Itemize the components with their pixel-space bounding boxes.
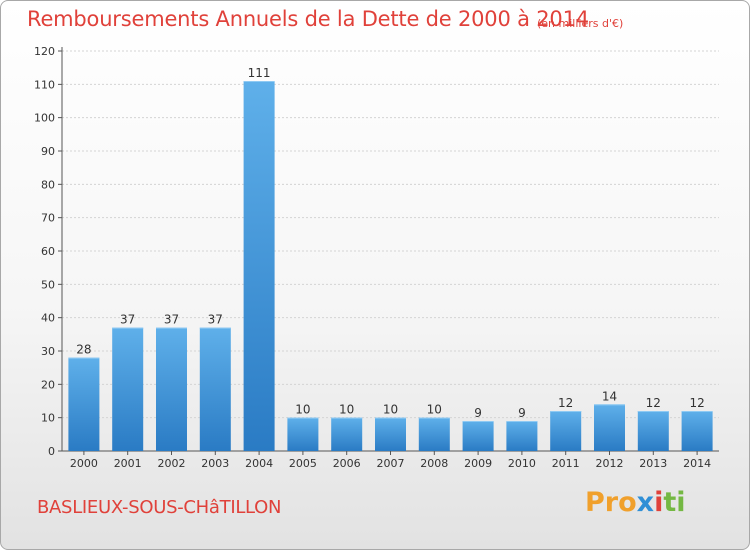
x-tick-label: 2010 [508,457,536,470]
y-tick-label: 80 [41,178,55,191]
bar [199,327,231,451]
bar [506,421,538,451]
bars [68,81,713,451]
place-name: BASLIEUX-SOUS-CHâTILLON [37,497,282,518]
y-tick-label: 20 [41,378,55,391]
value-label: 10 [295,403,310,417]
x-tick-label: 2004 [245,457,273,470]
bar [331,417,363,451]
bar [287,417,319,451]
bar [637,411,669,451]
bar [112,327,144,451]
value-label: 9 [518,406,526,420]
value-label: 37 [208,313,223,327]
value-label: 10 [427,403,442,417]
chart-subtitle: (en milliers d'€) [537,17,624,30]
x-tick-label: 2008 [420,457,448,470]
value-label: 12 [558,396,573,410]
bar [462,421,494,451]
y-tick-label: 70 [41,212,55,225]
x-tick-label: 2001 [114,457,142,470]
x-tick-label: 2009 [464,457,492,470]
bar [68,357,100,451]
y-tick-label: 120 [34,45,55,58]
x-tick-label: 2006 [333,457,361,470]
value-label: 10 [383,403,398,417]
bar [550,411,582,451]
brand-part: x [636,487,655,518]
chart-title: Remboursements Annuels de la Dette de 20… [27,7,589,31]
bar [243,81,275,451]
x-tick-label: 2007 [377,457,405,470]
brand-logo[interactable]: Proxiti [585,487,686,518]
value-label: 12 [646,396,661,410]
bar [681,411,713,451]
y-tick-label: 30 [41,345,55,358]
value-label: 10 [339,403,354,417]
labels: 0 10 20 30 40 50 60 70 80 90 100 110 120 28 2000 37 2001… [34,45,711,470]
y-tick-label: 0 [48,445,55,458]
x-tick-label: 2013 [639,457,667,470]
value-label: 111 [248,66,271,80]
value-label: 9 [474,406,482,420]
value-label: 12 [689,396,704,410]
value-label: 37 [120,313,135,327]
value-label: 14 [602,389,617,403]
x-tick-label: 2011 [552,457,580,470]
value-label: 37 [164,313,179,327]
x-tick-label: 2014 [683,457,711,470]
value-label: 28 [76,343,91,357]
y-tick-label: 10 [41,412,55,425]
x-tick-label: 2012 [596,457,624,470]
brand-part: Pro [585,487,637,518]
y-tick-label: 90 [41,145,55,158]
brand-part: ti [663,487,686,518]
y-tick-label: 60 [41,245,55,258]
x-tick-label: 2003 [201,457,229,470]
bar [418,417,450,451]
bar [156,327,187,451]
y-tick-label: 50 [41,278,55,291]
y-tick-label: 110 [34,78,55,91]
x-tick-label: 2000 [70,457,98,470]
y-tick-label: 100 [34,112,55,125]
x-tick-label: 2002 [158,457,186,470]
bar [375,417,406,451]
y-tick-label: 40 [41,312,55,325]
bar [594,404,625,451]
brand-part: i [654,487,664,518]
x-tick-label: 2005 [289,457,317,470]
